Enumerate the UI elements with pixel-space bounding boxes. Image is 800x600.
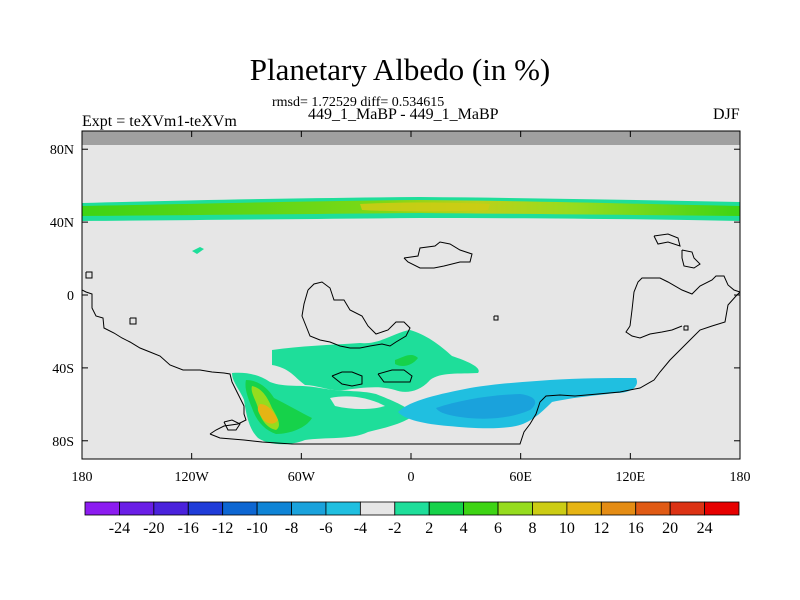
island-north-1 (403, 241, 473, 269)
chart-title: Planetary Albedo (in %) (249, 52, 551, 87)
northern-band-peak (360, 202, 490, 212)
x-tick-label: 60W (288, 470, 316, 485)
island-far-west (85, 271, 93, 279)
colorbar-label: 10 (559, 520, 575, 537)
colorbar-label: 24 (697, 520, 713, 537)
colorbar-swatch (394, 501, 430, 516)
south-america-plume-peak (257, 404, 278, 424)
south-indian-negative-core (436, 394, 536, 419)
coastline-west (82, 289, 247, 435)
colorbar-swatch (256, 501, 292, 516)
colorbar-swatch (359, 501, 396, 516)
island-west-small (129, 317, 137, 325)
colorbar-swatch (635, 501, 671, 516)
colorbar-swatch (84, 501, 120, 516)
south-atlantic-core (395, 354, 418, 366)
plume-inner-gap (330, 396, 385, 409)
colorbar-swatch (463, 501, 499, 516)
y-tick-label: 40S (52, 362, 74, 377)
colorbar-label: 4 (460, 520, 468, 537)
map-field (82, 131, 740, 459)
colorbar-swatch (222, 501, 258, 516)
island-mid-2 (331, 371, 363, 387)
x-tick-label: 120W (175, 470, 210, 485)
island-mid-1 (301, 281, 411, 349)
axes: 180 120W 60W 0 60E 120E 180 80N 40N 0 40S 80S (50, 131, 751, 485)
missing-data-region (82, 131, 740, 145)
y-tick-label: 0 (67, 289, 74, 304)
island-mid-3 (377, 369, 413, 383)
colorbar-swatch (704, 501, 740, 516)
continent-outlines (82, 233, 740, 445)
y-tick-label: 80N (50, 143, 74, 158)
coastline-east-1 (629, 275, 740, 327)
colorbar-swatch (497, 501, 533, 516)
colorbar-label: -12 (212, 520, 233, 537)
colorbar-label: -24 (109, 520, 130, 537)
x-tick-label: 180 (72, 470, 93, 485)
colorbar-swatch (325, 501, 361, 516)
island-east-3 (681, 249, 701, 269)
colorbar-label: -4 (354, 520, 367, 537)
colorbar-swatch (532, 501, 568, 516)
island-east-small (683, 325, 689, 331)
colorbar-label: -20 (143, 520, 164, 537)
colorbar-swatch (428, 501, 465, 516)
x-tick-label: 120E (616, 470, 646, 485)
colorbar-swatch (153, 501, 189, 516)
colorbar-label: -16 (178, 520, 199, 537)
colorbar-label: 16 (628, 520, 644, 537)
coastline-east-2 (625, 325, 683, 339)
colorbar-swatch (669, 501, 705, 516)
island-southwest (223, 419, 241, 431)
season-label: DJF (713, 106, 740, 123)
x-tick-label: 180 (730, 470, 751, 485)
case-label: 449_1_MaBP - 449_1_MaBP (308, 106, 499, 123)
y-tick-label: 40N (50, 216, 74, 231)
colorbar-swatch (119, 501, 155, 516)
island-mid-small (493, 315, 499, 321)
colorbar-swatch (187, 501, 224, 516)
colorbar-label: 12 (593, 520, 609, 537)
colorbar: -24 -20 -16 -12 -10 -8 -6 -4 -2 2 4 6 8 10 12 16 20 24 (84, 501, 740, 537)
coastline-south (209, 291, 740, 445)
colorbar-label: -10 (246, 520, 267, 537)
south-atlantic-patch (272, 330, 479, 392)
small-patch (192, 247, 204, 254)
colorbar-label: 8 (528, 520, 536, 537)
x-tick-label: 60E (509, 470, 532, 485)
stats-text: rmsd= 1.72529 diff= 0.534615 (272, 95, 445, 110)
colorbar-label: 20 (662, 520, 678, 537)
colorbar-swatch (600, 501, 637, 516)
colorbar-swatch (566, 501, 602, 516)
x-tick-label: 0 (408, 470, 415, 485)
colorbar-label: 2 (425, 520, 433, 537)
experiment-label: Expt = teXVm1-teXVm (82, 113, 237, 130)
colorbar-swatch (291, 501, 327, 516)
colorbar-label: 6 (494, 520, 502, 537)
colorbar-label: -2 (388, 520, 401, 537)
y-tick-label: 80S (52, 435, 74, 450)
island-north-2 (653, 233, 681, 247)
colorbar-label: -6 (319, 520, 332, 537)
colorbar-label: -8 (285, 520, 298, 537)
